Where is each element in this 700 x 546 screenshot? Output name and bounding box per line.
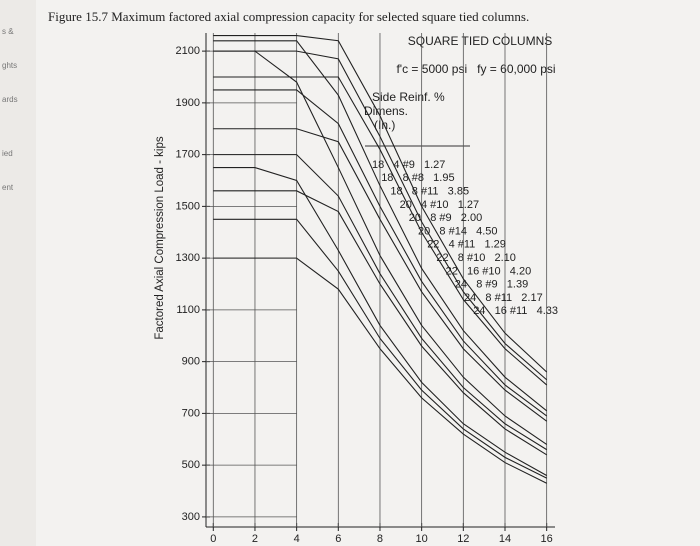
series-line: [213, 190, 547, 456]
x-tick-label: 8: [377, 533, 383, 545]
y-tick-label: 500: [182, 459, 200, 471]
series-line: [213, 40, 548, 412]
series-line: [213, 50, 548, 381]
series-line: [213, 35, 548, 373]
legend-entry: 22 8 #10 2.10: [436, 252, 516, 264]
x-tick-label: 0: [210, 533, 216, 545]
series-line: [213, 167, 547, 476]
x-tick-label: 2: [252, 533, 258, 545]
x-tick-label: 12: [457, 533, 469, 545]
annotation: SQUARE TIED COLUMNS: [408, 34, 552, 48]
series-line: [213, 128, 547, 422]
legend-entry: 24 8 #11 2.17: [464, 292, 543, 304]
series-line: [213, 76, 548, 386]
x-tick-label: 4: [294, 533, 300, 545]
x-tick-label: 14: [499, 533, 511, 545]
x-tick-label: 10: [416, 533, 428, 545]
page-sheet: [36, 0, 700, 546]
y-tick-label: 900: [182, 356, 200, 368]
legend-entry: 18 4 #9 1.27: [372, 159, 445, 171]
series-line: [213, 257, 547, 484]
legend-entry: 22 4 #11 1.29: [427, 239, 506, 251]
series-line: [213, 218, 547, 479]
margin-fragment: ent: [2, 183, 14, 192]
legend-entry: 18 8 #11 3.85: [390, 186, 469, 198]
y-tick-label: 1500: [176, 200, 200, 212]
y-axis-label: Factored Axial Compression Load - kips: [154, 136, 166, 340]
margin-fragment: ghts: [2, 61, 17, 70]
y-tick-label: 1700: [176, 149, 200, 161]
y-tick-label: 1900: [176, 97, 200, 109]
y-tick-label: 300: [182, 511, 200, 523]
chart-title: Figure 15.7 Maximum factored axial compr…: [48, 9, 529, 24]
y-tick-label: 700: [182, 407, 200, 419]
x-tick-label: 6: [335, 533, 341, 545]
annotation: Dimens.: [364, 104, 408, 118]
margin-fragment: s &: [2, 27, 14, 36]
series-line: [213, 50, 547, 445]
legend-entry: 24 16 #11 4.33: [473, 305, 558, 317]
y-tick-label: 1300: [176, 252, 200, 264]
annotation: Side Reinf. %: [372, 90, 445, 104]
legend-entry: 24 8 #9 1.39: [455, 279, 528, 291]
annotation: f'c = 5000 psi fy = 60,000 psi: [396, 62, 555, 76]
x-tick-label: 16: [541, 533, 553, 545]
legend-entry: 22 16 #10 4.20: [446, 265, 532, 277]
y-tick-label: 2100: [176, 45, 200, 57]
legend-entry: 18 8 #8 1.95: [381, 172, 454, 184]
series-line: [213, 89, 547, 417]
margin-fragment: ied: [2, 149, 13, 158]
series-line: [213, 154, 547, 451]
y-tick-label: 1100: [176, 304, 200, 316]
margin-fragment: ards: [2, 95, 18, 104]
